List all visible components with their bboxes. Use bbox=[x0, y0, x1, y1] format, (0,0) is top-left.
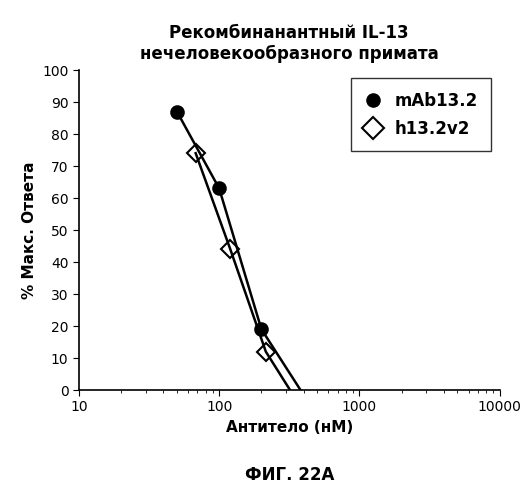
X-axis label: Антитело (нМ): Антитело (нМ) bbox=[226, 420, 353, 435]
Legend: mAb13.2, h13.2v2: mAb13.2, h13.2v2 bbox=[351, 78, 491, 151]
Title: Рекомбинанантный IL-13
нечеловекообразного примата: Рекомбинанантный IL-13 нечеловекообразно… bbox=[140, 24, 439, 63]
Y-axis label: % Макс. Ответа: % Макс. Ответа bbox=[22, 161, 36, 298]
Text: ФИГ. 22А: ФИГ. 22А bbox=[245, 466, 334, 484]
